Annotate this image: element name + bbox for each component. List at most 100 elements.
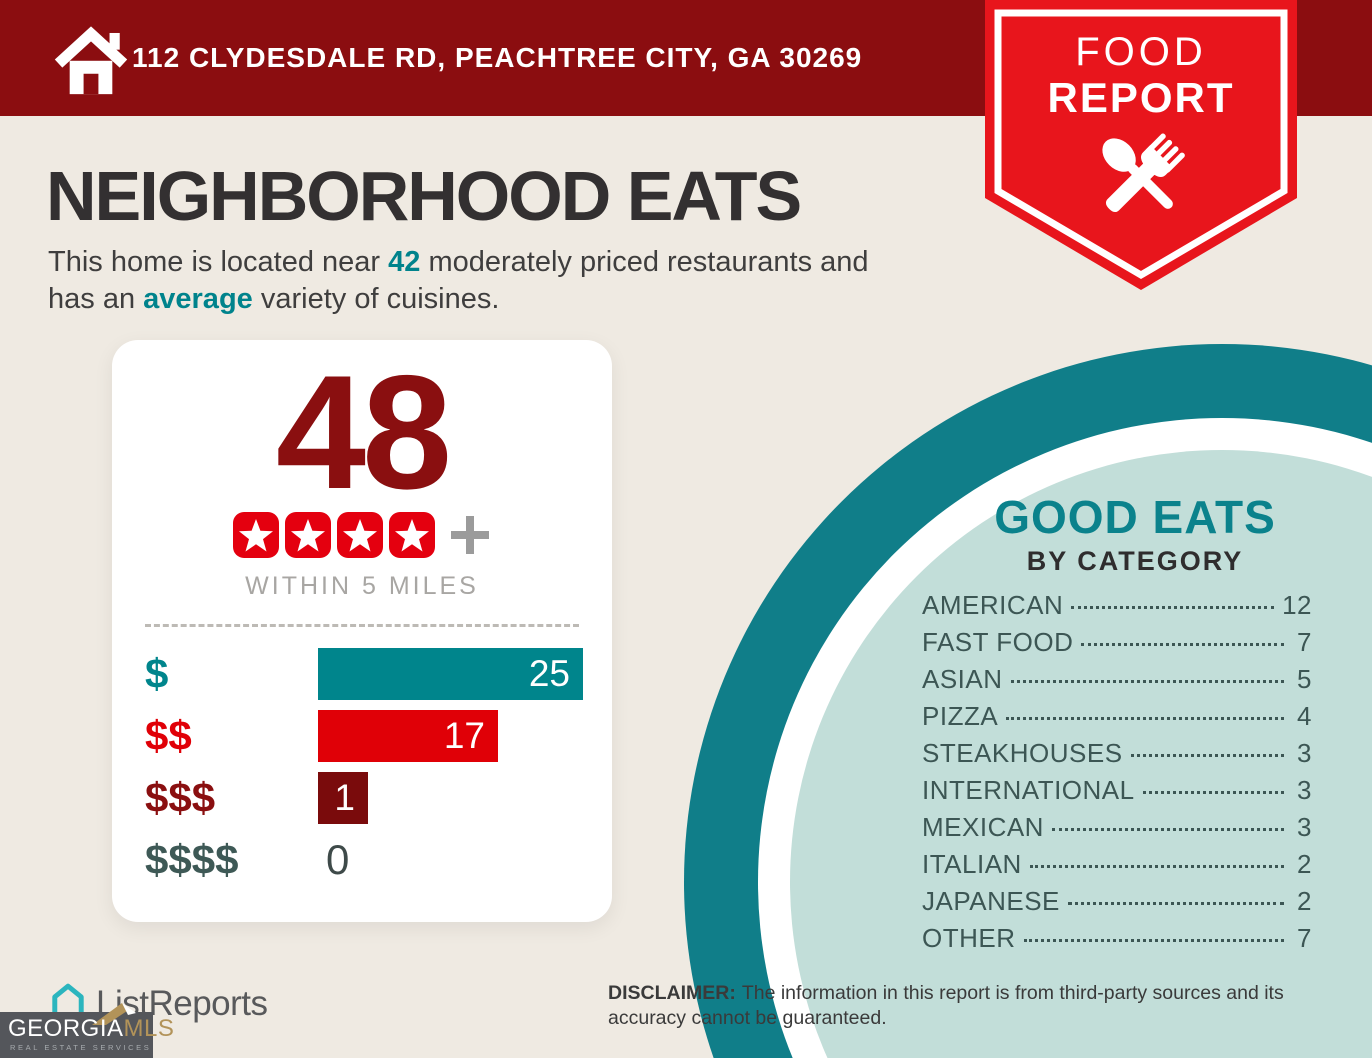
category-count: 2 [1297, 886, 1312, 916]
dotted-leader [1029, 865, 1284, 868]
plus-icon [449, 514, 491, 556]
intro-text-part: has an [48, 283, 144, 315]
price-tier-label: $$$$ [145, 836, 239, 883]
good-eats-subtitle: BY CATEGORY [1026, 546, 1244, 576]
category-name: PIZZA [922, 701, 999, 731]
ribbon-shape [985, 0, 1297, 290]
category-count: 3 [1297, 738, 1312, 768]
georgiamls-tagline: REAL ESTATE SERVICES [10, 1043, 152, 1052]
category-list: AMERICAN 12 FAST FOOD 7 ASIAN 5 PIZZA 4 STEA… [922, 590, 1312, 960]
georgiamls-roof-icon [92, 1003, 152, 1030]
category-row: AMERICAN 12 [922, 590, 1312, 627]
dotted-leader [1006, 717, 1284, 720]
price-tier-chart: $ 25 $$ 17 $$$ 1 [145, 648, 592, 886]
intro-text-part: moderately priced restaurants and [420, 246, 869, 278]
category-name: STEAKHOUSES [922, 738, 1123, 768]
yelp-star-icon [233, 512, 279, 558]
dotted-leader [1081, 643, 1284, 646]
category-name: ASIAN [922, 664, 1003, 694]
good-eats-header: GOOD EATS BY CATEGORY [900, 490, 1370, 577]
category-count: 2 [1297, 849, 1312, 879]
dotted-leader [1142, 791, 1284, 794]
price-tier-row: $$$$ 0 [145, 834, 592, 886]
restaurant-count: 48 [275, 342, 452, 523]
page-title: NEIGHBORHOOD EATS [46, 157, 802, 235]
category-row: PIZZA 4 [922, 701, 1312, 738]
category-count: 4 [1297, 701, 1312, 731]
price-bar-value: 1 [334, 777, 355, 818]
dashed-divider [145, 624, 579, 627]
disclaimer-text: The information in this report is from t… [608, 982, 1284, 1029]
bar-area: 25 [318, 648, 592, 700]
food-report-ribbon: FOOD REPORT [985, 0, 1297, 292]
bar-area: 1 [318, 772, 592, 824]
category-row: FAST FOOD 7 [922, 627, 1312, 664]
intro-text-part: This home is located near [48, 246, 389, 278]
category-row: JAPANESE 2 [922, 886, 1312, 923]
price-bar-value: 25 [528, 653, 570, 694]
category-row: ASIAN 5 [922, 664, 1312, 701]
category-count: 12 [1282, 590, 1312, 620]
category-count: 7 [1297, 627, 1312, 657]
yelp-star-icon [389, 512, 435, 558]
category-name: INTERNATIONAL [922, 775, 1135, 805]
zero-value: 0 [326, 836, 350, 883]
category-name: MEXICAN [922, 812, 1044, 842]
georgiamls-wordmark-mls: MLS [123, 1015, 175, 1042]
georgiamls-logo: GEORGIAMLS REAL ESTATE SERVICES [0, 1003, 174, 1058]
dotted-leader [1051, 828, 1284, 831]
price-tier-row: $$ 17 [145, 710, 592, 762]
yelp-star-icon [285, 512, 331, 558]
price-bar: 25 [318, 648, 583, 700]
category-name: OTHER [922, 923, 1016, 953]
price-tier-row: $$$ 1 [145, 772, 592, 824]
dotted-leader [1023, 939, 1284, 942]
dotted-leader [1071, 606, 1275, 609]
rating-stars [112, 512, 612, 558]
price-bar: 17 [318, 710, 498, 762]
category-count: 5 [1297, 664, 1312, 694]
category-name: JAPANESE [922, 886, 1060, 916]
price-tier-row: $ 25 [145, 648, 592, 700]
intro-text: This home is located near 42 moderately … [48, 244, 948, 318]
category-row: ITALIAN 2 [922, 849, 1312, 886]
radius-label: WITHIN 5 MILES [245, 572, 479, 600]
crossed-spoon-fork-icon [1086, 122, 1196, 237]
disclaimer-label: DISCLAIMER: [608, 982, 736, 1004]
restaurant-count-highlight: 42 [388, 246, 421, 278]
price-bar-value: 17 [443, 715, 485, 756]
price-tier-label: $ [145, 650, 169, 697]
bar-area: 0 [318, 834, 592, 886]
bar-area: 17 [318, 710, 592, 762]
yelp-star-icon [337, 512, 383, 558]
category-count: 3 [1297, 812, 1312, 842]
category-row: STEAKHOUSES 3 [922, 738, 1312, 775]
category-name: FAST FOOD [922, 627, 1074, 657]
ribbon-title-report: REPORT [1047, 74, 1235, 121]
category-count: 7 [1297, 923, 1312, 953]
dotted-leader [1067, 902, 1284, 905]
price-tier-label: $$ [145, 712, 192, 759]
intro-text-part: variety of cuisines. [252, 283, 500, 315]
category-name: ITALIAN [922, 849, 1022, 879]
ribbon-title-food: FOOD [1075, 30, 1207, 74]
good-eats-title: GOOD EATS [994, 491, 1276, 543]
dotted-leader [1130, 754, 1284, 757]
category-row: OTHER 7 [922, 923, 1312, 960]
category-row: MEXICAN 3 [922, 812, 1312, 849]
price-tier-label: $$$ [145, 774, 216, 821]
home-icon [52, 20, 130, 101]
georgiamls-wordmark: GEORGIAMLS [8, 1015, 174, 1043]
georgiamls-wordmark-georgia: GEORGIA [8, 1015, 124, 1042]
category-name: AMERICAN [922, 590, 1064, 620]
category-count: 3 [1297, 775, 1312, 805]
disclaimer: DISCLAIMER: The information in this repor… [608, 981, 1353, 1031]
variety-highlight: average [143, 283, 253, 315]
category-row: INTERNATIONAL 3 [922, 775, 1312, 812]
restaurant-summary-card: 48 WITHIN 5 MILES $ 25 $$ 17 $$$ [112, 340, 612, 922]
property-address: 112 CLYDESDALE RD, PEACHTREE CITY, GA 30… [132, 42, 863, 73]
price-bar: 1 [318, 772, 368, 824]
listreports-house-icon [48, 982, 88, 1025]
dotted-leader [1010, 680, 1284, 683]
